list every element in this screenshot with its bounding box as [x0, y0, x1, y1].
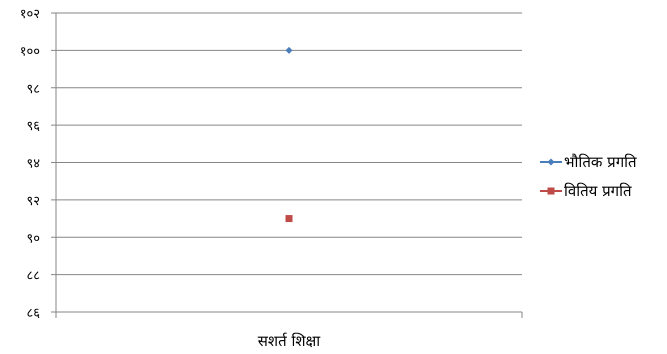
y-tick-label: ८८ — [26, 269, 40, 284]
y-tick-label: १०२ — [20, 7, 40, 22]
x-tick-label: सशर्त शिक्षा — [258, 332, 321, 350]
y-tick-labels: ८६ ८८ ९० ९२ ९४ ९६ ९८ १०० १०२ — [20, 7, 41, 321]
y-tick-label: ९८ — [26, 82, 40, 97]
y-tick-label: १०० — [20, 44, 40, 59]
x-tick-labels: सशर्त शिक्षा — [258, 332, 321, 350]
legend: भौतिक प्रगति वितिय प्रगति — [540, 153, 637, 200]
legend-marker-1 — [547, 158, 555, 166]
gridlines — [51, 12, 523, 318]
data-point-1 — [285, 46, 293, 54]
data-point-2 — [285, 215, 293, 223]
legend-label-1: भौतिक प्रगति — [564, 153, 637, 171]
y-tick-label: ९६ — [26, 119, 40, 134]
legend-label-2: वितिय प्रगति — [564, 182, 632, 200]
y-tick-label: ८६ — [26, 306, 40, 321]
y-tick-label: ९४ — [26, 157, 40, 172]
y-tick-label: ९२ — [26, 194, 40, 209]
data-points — [285, 46, 293, 223]
y-tick-label: ९० — [26, 231, 40, 246]
axes — [55, 13, 522, 313]
legend-marker-2 — [547, 187, 555, 195]
